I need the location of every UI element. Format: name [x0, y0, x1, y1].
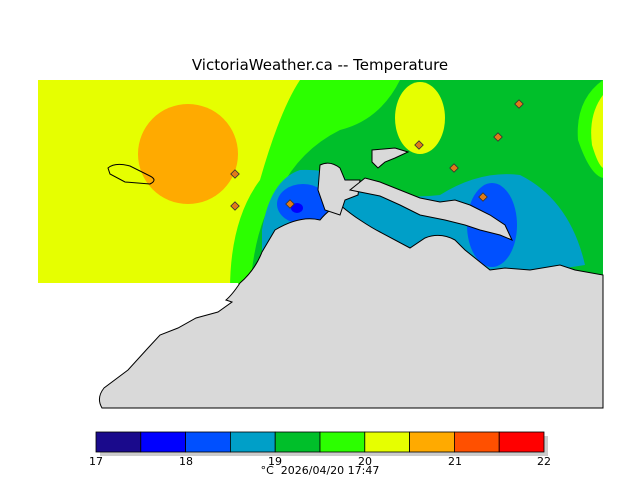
- island-center: [371, 147, 410, 169]
- island-west: [107, 163, 155, 185]
- color-bar-segment: [274, 431, 321, 453]
- map-title: VictoriaWeather.ca -- Temperature: [191, 56, 449, 74]
- color-bar-segment: [364, 431, 410, 453]
- station-markers: [230, 99, 524, 211]
- legend-unit: °C: [260, 464, 274, 477]
- color-bar-segment: [409, 431, 455, 453]
- color-bar-segment: [453, 431, 500, 453]
- field-blue-min: [291, 203, 303, 213]
- field-right-yellow: [591, 95, 603, 168]
- field-blue-west: [277, 184, 329, 224]
- legend-timestamp: 2026/04/20 17:47: [280, 464, 380, 477]
- color-bar-segment: [229, 431, 276, 453]
- legend-caption: °C 2026/04/20 17:47: [0, 464, 640, 477]
- peninsula-east: [348, 177, 513, 241]
- field-yellow-bubble: [395, 82, 445, 154]
- color-bar-segment: [498, 431, 545, 453]
- color-bar-segment: [185, 431, 231, 453]
- color-scale-bar: [95, 431, 548, 456]
- color-bar-segment: [95, 431, 142, 453]
- color-bar-segment: [140, 431, 187, 453]
- peninsula-west: [317, 162, 361, 216]
- coastline: [98, 204, 604, 409]
- field-orange: [138, 104, 238, 204]
- color-bar-segment: [319, 431, 366, 453]
